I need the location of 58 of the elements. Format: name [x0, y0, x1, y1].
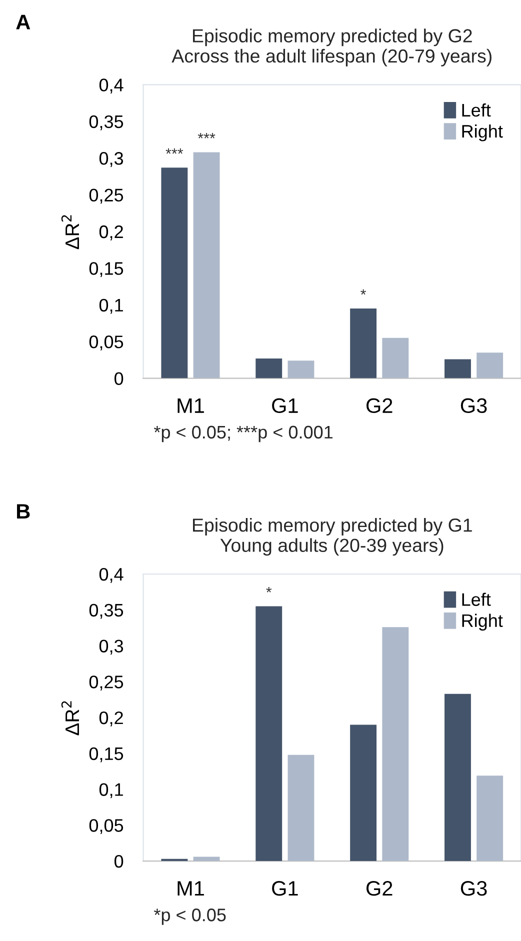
x-tick-label: G1	[272, 881, 298, 896]
y-tick-label: 0,25	[89, 188, 124, 204]
y-tick-label: 0,3	[99, 152, 124, 167]
bar	[161, 858, 188, 862]
bar	[444, 359, 471, 378]
y-tick-label: 0,4	[99, 568, 124, 583]
text: A	[16, 14, 30, 30]
y-tick-label: 0,1	[99, 783, 123, 798]
bar	[256, 358, 282, 378]
annotation: *	[360, 289, 366, 295]
bar	[161, 168, 188, 378]
bar	[193, 152, 220, 378]
y-tick-label: 0,05	[89, 819, 124, 834]
annotation: *	[266, 587, 272, 592]
bar	[193, 856, 220, 862]
y-axis-title: ΔR$^{2}$	[61, 215, 79, 250]
y-tick-label: 0,3	[99, 640, 124, 655]
bar	[476, 352, 504, 378]
x-tick-label: M1	[178, 881, 204, 896]
y-tick-label: 0,2	[99, 225, 123, 240]
text: *p < 0.05	[154, 908, 226, 925]
text: B	[17, 504, 30, 519]
legend-label: Left	[462, 592, 491, 606]
y-tick-label: 0	[114, 854, 124, 868]
x-tick-label: G3	[460, 881, 487, 896]
y-tick-label: 0,15	[89, 262, 124, 278]
y-tick-label: 0,35	[89, 604, 124, 619]
bar	[288, 360, 314, 378]
legend-label: Right	[462, 124, 503, 142]
y-tick-label: 0,4	[99, 78, 124, 94]
bar	[288, 754, 314, 862]
bar	[350, 724, 377, 862]
bar	[350, 308, 377, 378]
x-tick-label: G2	[366, 398, 392, 414]
x-tick-label: M1	[178, 398, 204, 413]
y-tick-label: 0	[114, 372, 124, 385]
x-tick-label: G3	[460, 398, 487, 414]
text: *p < 0.05; ***p < 0.001	[154, 426, 333, 442]
y-tick-label: 0,05	[89, 336, 124, 350]
bar	[256, 606, 282, 862]
y-tick-label: 0,15	[89, 747, 124, 762]
legend-label: Left	[462, 103, 491, 117]
x-tick-label: G1	[272, 398, 298, 414]
bar	[382, 627, 409, 862]
y-tick-label: 0,1	[99, 298, 123, 314]
bar	[382, 338, 409, 378]
y-tick-label: 0,25	[89, 676, 124, 690]
bar	[476, 776, 504, 862]
chart-title: Episodic memory predicted by G2 Across the adult lifespan (20-79 years)	[172, 28, 492, 66]
legend-label: Right	[462, 614, 503, 631]
annotation: ***	[166, 148, 184, 154]
y-tick-label: 0,35	[89, 115, 124, 130]
x-tick-label: G2	[366, 881, 392, 896]
annotation: ***	[198, 132, 216, 138]
chart-title: Episodic memory predicted by G1 Young adults (20-39 years)	[193, 518, 472, 556]
y-tick-label: 0,2	[99, 711, 123, 726]
bar	[444, 694, 471, 862]
y-axis-title: ΔR$^{2}$	[61, 701, 79, 736]
